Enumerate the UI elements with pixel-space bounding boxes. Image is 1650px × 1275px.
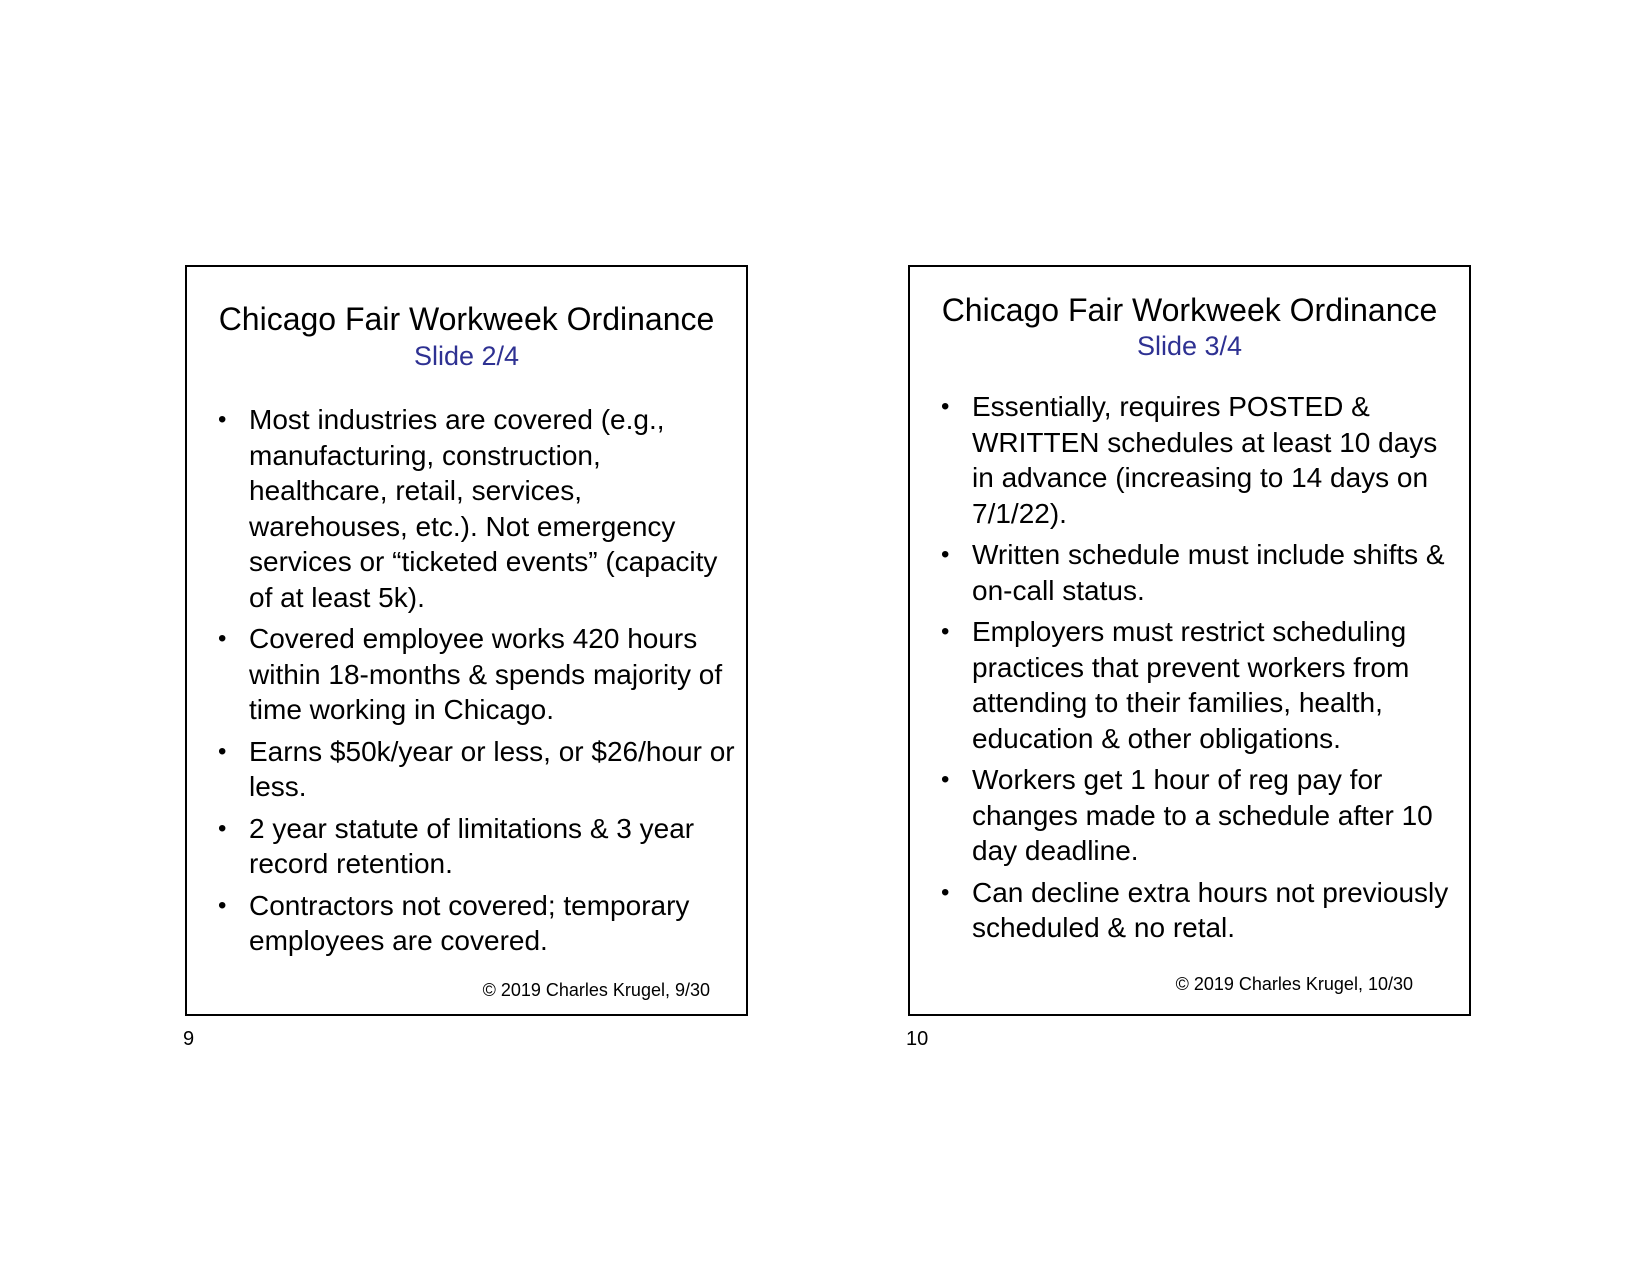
bullet-icon: • xyxy=(941,878,950,906)
slide-subtitle: Slide 3/4 xyxy=(1136,331,1243,361)
bullet-icon: • xyxy=(941,618,950,645)
bullet-icon: • xyxy=(218,625,227,652)
bullet-text: Employers must restrict scheduling pract… xyxy=(972,616,1410,754)
bullet-list: • Essentially, requires POSTED & WRITTEN … xyxy=(941,389,1461,952)
bullet-text: Most industries are covered (e.g., manuf… xyxy=(249,404,718,613)
bullet-text: Essentially, requires POSTED & WRITTEN s… xyxy=(972,391,1438,529)
bullet-text: Contractors not covered; temporary emplo… xyxy=(249,889,690,957)
slide-footer: © 2019 Charles Krugel, 9/30 xyxy=(482,980,710,1000)
bullet-text: Workers get 1 hour of reg pay for change… xyxy=(972,764,1433,866)
bullet-text: Written schedule must include shifts & o… xyxy=(972,539,1445,606)
bullet-item: • Covered employee works 420 hours within… xyxy=(218,621,738,728)
bullet-icon: • xyxy=(941,766,950,793)
bullet-icon: • xyxy=(941,541,950,568)
bullet-text: Covered employee works 420 hours within … xyxy=(249,623,723,725)
bullet-item: • Earns $50k/year or less, or $26/hour or… xyxy=(218,734,738,805)
slide-footer: © 2019 Charles Krugel, 10/30 xyxy=(1175,974,1413,994)
slide-9: Chicago Fair Workweek Ordinance Slide 2/… xyxy=(185,265,748,1016)
bullet-item: • Workers get 1 hour of reg pay for chang… xyxy=(941,762,1461,869)
slide-10: Chicago Fair Workweek Ordinance Slide 3/… xyxy=(908,265,1471,1016)
bullet-item: • 2 year statute of limitations & 3 year … xyxy=(218,811,738,882)
bullet-icon: • xyxy=(218,737,227,765)
bullet-item: • Can decline extra hours not previously … xyxy=(941,875,1461,946)
bullet-item: • Employers must restrict scheduling prac… xyxy=(941,614,1461,756)
slide-subtitle: Slide 2/4 xyxy=(413,341,520,371)
bullet-text: 2 year statute of limitations & 3 year r… xyxy=(249,812,695,880)
bullet-text: Earns $50k/year or less, or $26/hour or … xyxy=(249,735,735,803)
bullet-item: • Most industries are covered (e.g., manu… xyxy=(218,402,738,615)
page-number: 10 xyxy=(906,1028,929,1050)
bullet-icon: • xyxy=(218,406,227,433)
bullet-item: • Contractors not covered; temporary empl… xyxy=(218,888,738,959)
bullet-item: • Written schedule must include shifts & … xyxy=(941,537,1461,608)
bullet-icon: • xyxy=(218,891,227,919)
bullet-icon: • xyxy=(941,393,950,420)
bullet-icon: • xyxy=(218,814,227,842)
page-number: 9 xyxy=(183,1028,195,1050)
slide-title: Chicago Fair Workweek Ordinance xyxy=(218,301,715,337)
slide-title: Chicago Fair Workweek Ordinance xyxy=(941,292,1438,328)
bullet-list: • Most industries are covered (e.g., manu… xyxy=(218,402,738,965)
bullet-text: Can decline extra hours not previously s… xyxy=(972,876,1449,944)
bullet-item: • Essentially, requires POSTED & WRITTEN … xyxy=(941,389,1461,531)
